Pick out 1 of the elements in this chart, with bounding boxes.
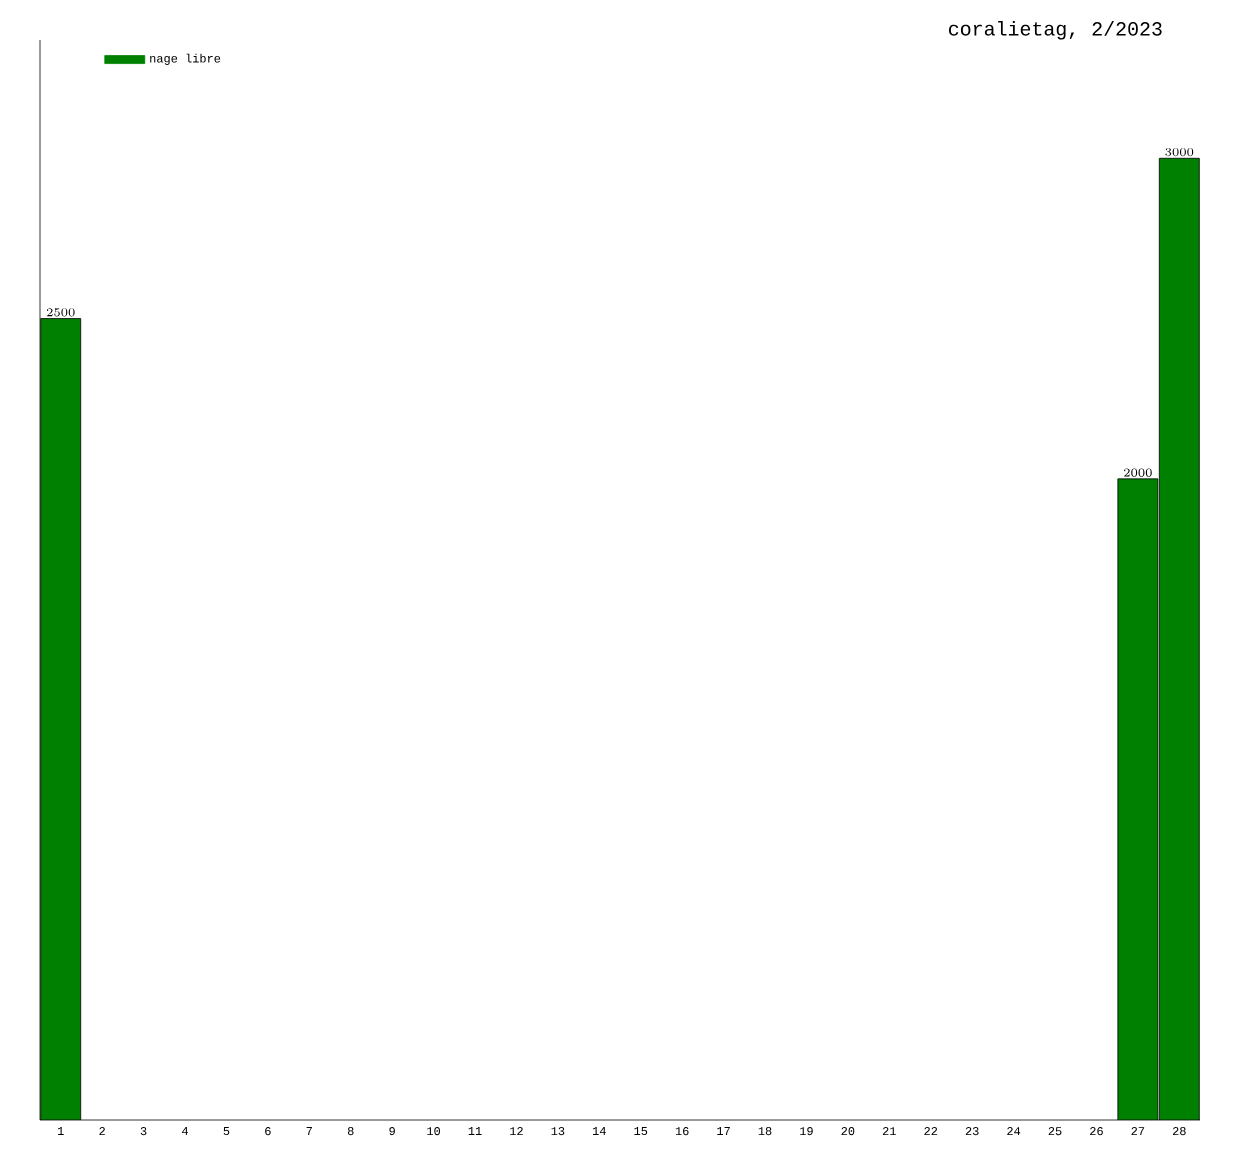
chart-title: coralietag, 2/2023 [948,21,1162,40]
